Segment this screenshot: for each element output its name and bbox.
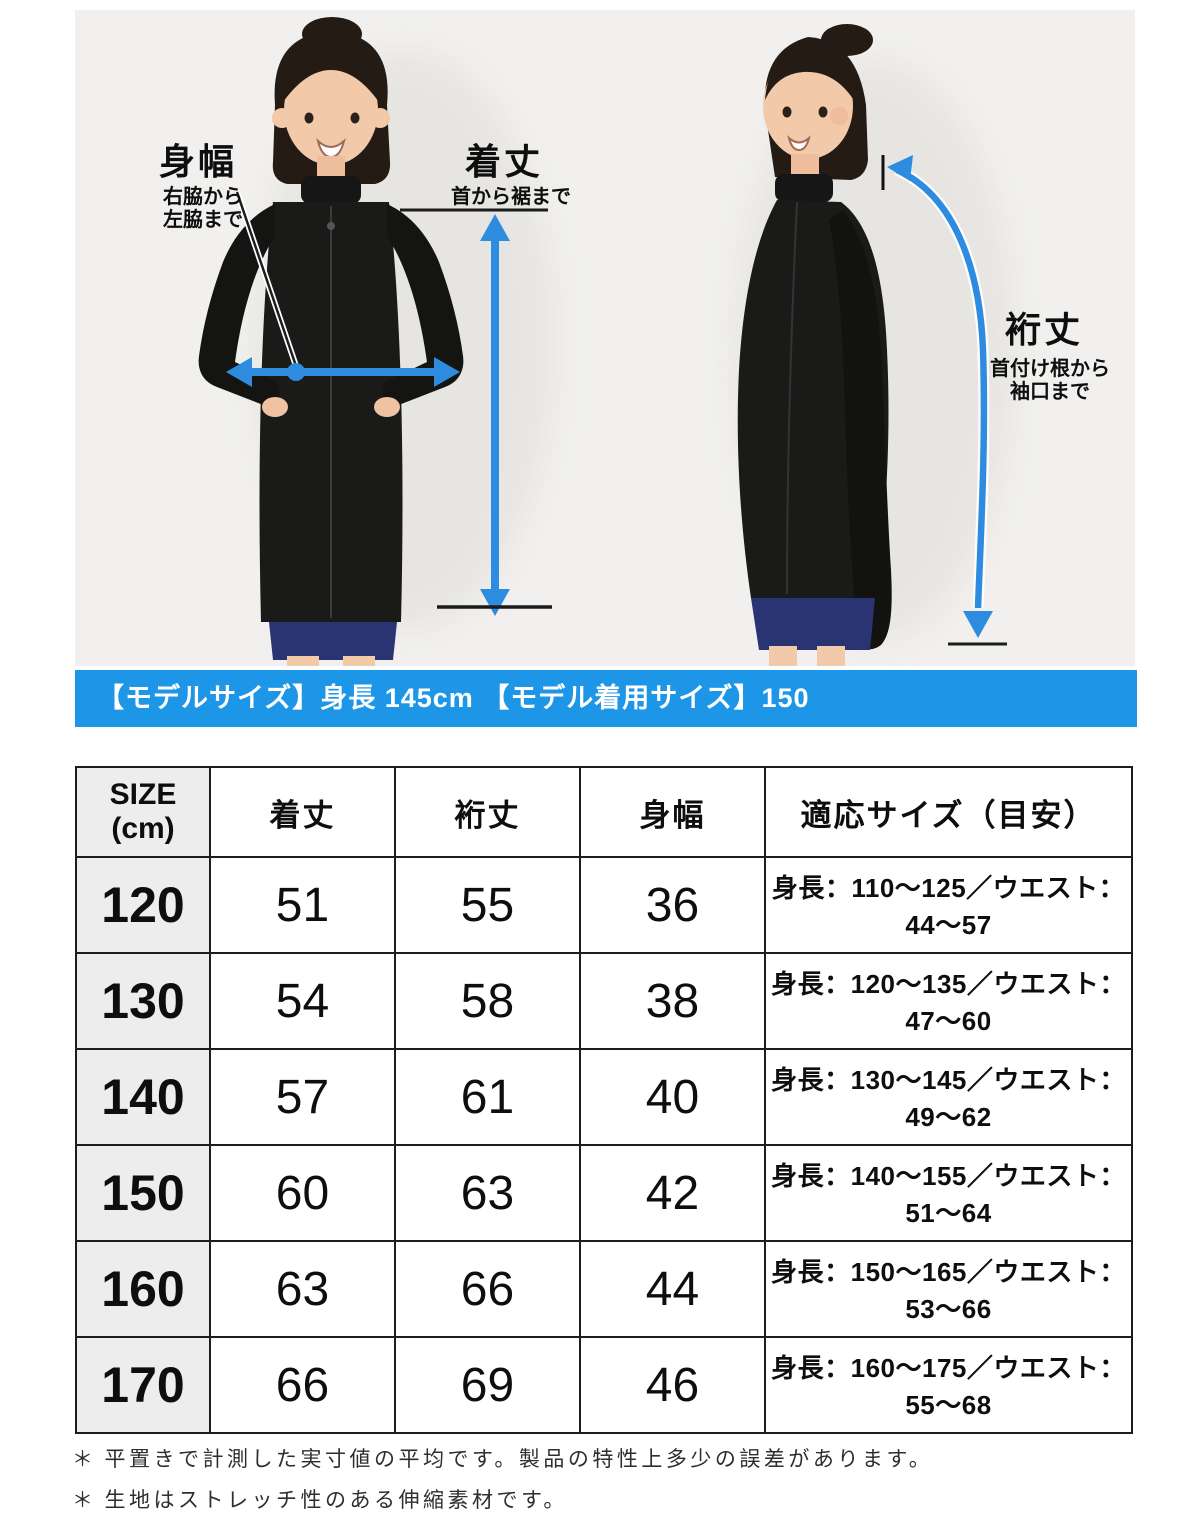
body-width-label: 身幅 [159, 141, 238, 182]
fit-cell: 身長：150〜165／ウエスト：53〜66 [764, 1240, 1133, 1338]
sleeve-cell: 58 [394, 952, 581, 1050]
footnote-measurement: ＊平置きで計測した実寸値の平均です。製品の特性上多少の誤差があります。 [72, 1448, 934, 1471]
header-fit-size: 適応サイズ（目安） [764, 766, 1133, 858]
header-sleeve-length: 裄丈 [394, 766, 581, 858]
size-cell: 140 [75, 1048, 211, 1146]
length-cell: 57 [209, 1048, 396, 1146]
size-cell: 160 [75, 1240, 211, 1338]
length-arrow-icon [400, 208, 552, 616]
footnotes: ＊平置きで計測した実寸値の平均です。製品の特性上多少の誤差があります。 ＊生地は… [72, 1448, 933, 1530]
size-cell: 170 [75, 1336, 211, 1434]
table-row: 120 51 55 36 身長：110〜125／ウエスト：44〜57 [75, 856, 1133, 954]
asterisk-marker: ＊ [72, 1448, 97, 1471]
sleeve-cell: 63 [394, 1144, 581, 1242]
header-length: 着丈 [209, 766, 396, 858]
length-cell: 51 [209, 856, 396, 954]
sleeve-length-sublabel: 首付け根から 袖口まで [990, 358, 1110, 403]
sleeve-cell: 66 [394, 1240, 581, 1338]
size-table-header-row: SIZE (cm) 着丈 裄丈 身幅 適応サイズ（目安） [75, 766, 1133, 858]
fit-cell: 身長：160〜175／ウエスト：55〜68 [764, 1336, 1133, 1434]
model-side-figure [737, 24, 892, 666]
sleeve-length-label: 裄丈 [1005, 309, 1084, 350]
width-cell: 42 [579, 1144, 766, 1242]
width-cell: 36 [579, 856, 766, 954]
size-cell: 150 [75, 1144, 211, 1242]
sleeve-cell: 55 [394, 856, 581, 954]
width-cell: 38 [579, 952, 766, 1050]
body-width-arrow-icon [226, 191, 460, 387]
fit-cell: 身長：120〜135／ウエスト：47〜60 [764, 952, 1133, 1050]
size-cell: 130 [75, 952, 211, 1050]
sleeve-length-arrow-icon [881, 155, 1007, 646]
width-cell: 40 [579, 1048, 766, 1146]
length-cell: 63 [209, 1240, 396, 1338]
size-cell: 120 [75, 856, 211, 954]
fit-cell: 身長：130〜145／ウエスト：49〜62 [764, 1048, 1133, 1146]
footnote-fabric: ＊生地はストレッチ性のある伸縮素材です。 [72, 1489, 568, 1512]
length-cell: 54 [209, 952, 396, 1050]
length-cell: 60 [209, 1144, 396, 1242]
body-width-sublabel: 右脇から 左脇まで [163, 186, 243, 231]
header-size: SIZE (cm) [75, 766, 211, 858]
length-cell: 66 [209, 1336, 396, 1434]
header-body-width: 身幅 [579, 766, 766, 858]
length-sublabel: 首から裾まで [451, 186, 571, 208]
fit-cell: 身長：140〜155／ウエスト：51〜64 [764, 1144, 1133, 1242]
table-row: 150 60 63 42 身長：140〜155／ウエスト：51〜64 [75, 1144, 1133, 1242]
table-row: 170 66 69 46 身長：160〜175／ウエスト：55〜68 [75, 1336, 1133, 1434]
table-row: 160 63 66 44 身長：150〜165／ウエスト：53〜66 [75, 1240, 1133, 1338]
sleeve-cell: 61 [394, 1048, 581, 1146]
sleeve-cell: 69 [394, 1336, 581, 1434]
measurement-photo-section: 身幅 右脇から 左脇まで 着丈 首から裾まで 裄丈 首付け根から 袖口まで [75, 10, 1135, 666]
table-row: 140 57 61 40 身長：130〜145／ウエスト：49〜62 [75, 1048, 1133, 1146]
model-size-banner: 【モデルサイズ】身長 145cm 【モデル着用サイズ】150 [75, 670, 1137, 727]
size-table: SIZE (cm) 着丈 裄丈 身幅 適応サイズ（目安） 120 51 55 3… [75, 766, 1133, 1434]
asterisk-marker: ＊ [72, 1489, 97, 1512]
width-cell: 44 [579, 1240, 766, 1338]
width-cell: 46 [579, 1336, 766, 1434]
length-label: 着丈 [465, 141, 544, 182]
measurement-illustration [198, 17, 1015, 666]
table-row: 130 54 58 38 身長：120〜135／ウエスト：47〜60 [75, 952, 1133, 1050]
fit-cell: 身長：110〜125／ウエスト：44〜57 [764, 856, 1133, 954]
